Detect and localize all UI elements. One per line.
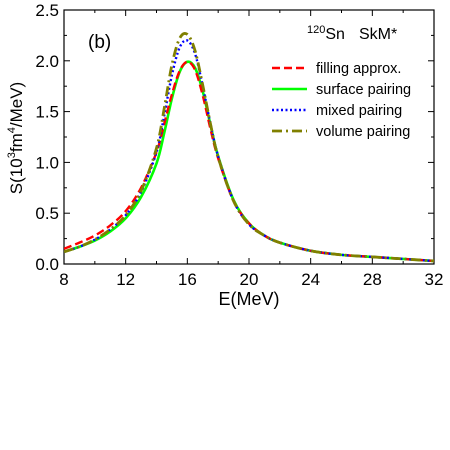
x-tick-label: 32: [425, 270, 444, 289]
y-tick-label: 1.0: [35, 153, 59, 172]
y-label-prefix: S(10: [7, 158, 26, 194]
nucleus-mass-number: 120: [307, 24, 325, 36]
legend-label: volume pairing: [316, 124, 410, 140]
x-tick-label: 24: [301, 270, 320, 289]
y-label-mid: fm: [7, 133, 26, 152]
y-label-sup1: 3: [6, 152, 18, 158]
panel-label: (b): [88, 32, 111, 53]
x-tick-label: 20: [240, 270, 259, 289]
y-label-sup2: 4: [6, 127, 18, 133]
series-line-volume-pairing: [64, 32, 434, 263]
y-tick-label: 0.0: [35, 255, 59, 274]
interaction-label: SkM*: [359, 26, 397, 43]
x-tick-label: 28: [363, 270, 382, 289]
y-tick-label: 1.5: [35, 103, 59, 122]
legend-label: filling approx.: [316, 61, 401, 77]
x-axis-label: E(MeV): [218, 289, 279, 309]
y-tick-label: 2.0: [35, 52, 59, 71]
legend-label: mixed pairing: [316, 103, 402, 119]
y-tick-label: 0.5: [35, 204, 59, 223]
nucleus-label: 120Sn SkM*: [307, 24, 397, 43]
series-layer: [64, 32, 434, 263]
y-tick-label: 2.5: [35, 1, 59, 20]
x-tick-label: 16: [178, 270, 197, 289]
y-label-suffix: /MeV): [7, 82, 26, 127]
y-axis-label: S(103fm4/MeV): [6, 82, 26, 194]
x-tick-label: 8: [59, 270, 68, 289]
x-tick-label: 12: [116, 270, 135, 289]
legend: filling approx. surface pairing mixed pair…: [272, 61, 411, 140]
axis-ticks: 8 12 16 20 24 28 32 0.0 0.5 1.0 1.5 2.0 2.5: [35, 1, 443, 289]
legend-label: surface pairing: [316, 82, 411, 98]
nucleus-symbol: Sn: [325, 26, 345, 43]
